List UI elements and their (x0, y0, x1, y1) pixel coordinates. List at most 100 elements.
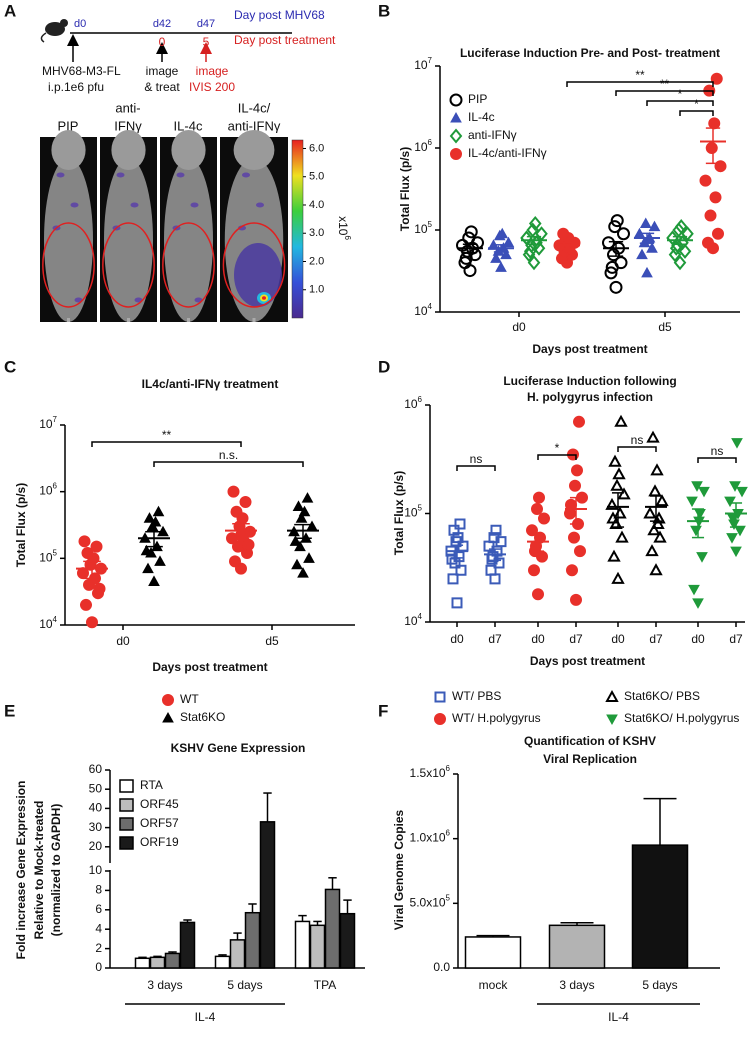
legend-swatch (119, 798, 134, 812)
data-point (655, 494, 669, 507)
legend-marker (434, 713, 446, 725)
roi (102, 222, 155, 308)
legend-marker (449, 93, 463, 107)
data-point (726, 533, 738, 544)
data-point (298, 505, 311, 517)
colorbar-tick-label: 5.0 (309, 171, 324, 183)
tick-base: 1.5x10 (410, 766, 446, 780)
data-point (669, 240, 683, 256)
x-tick-label: d0 (691, 632, 705, 646)
bar (214, 955, 231, 969)
data-point (496, 227, 509, 239)
x-tick-label: d7 (488, 632, 502, 646)
data-point (148, 575, 160, 586)
y-axis-label: Relative to Mock-treated (32, 801, 46, 940)
x-tick-label: d0 (611, 632, 625, 646)
legend-label: WT (180, 692, 199, 706)
tick-exp: 5 (418, 504, 423, 513)
significance-bracket (615, 90, 714, 96)
mouse-body (43, 158, 94, 322)
signal (176, 172, 185, 178)
y-tick-label: 104 (404, 612, 422, 628)
bar (294, 920, 311, 969)
tick-base: 0.0 (433, 960, 450, 974)
y-tick-label: 6 (95, 902, 102, 916)
data-point (729, 481, 741, 492)
data-point (568, 531, 580, 544)
data-point (674, 219, 688, 235)
data-point (643, 506, 657, 519)
tick-base: 5.0x10 (410, 896, 446, 910)
significance-bracket (91, 441, 242, 447)
data-point (646, 430, 660, 443)
tick-exp: 7 (428, 56, 433, 65)
data-point (641, 266, 653, 278)
data-point (242, 538, 255, 551)
signal (242, 172, 250, 178)
y-tick-label: 1.0x106 (410, 829, 451, 845)
significance-label: * (694, 97, 699, 111)
significance-bracket (679, 110, 714, 116)
mouse-image (100, 130, 157, 322)
tick-base: 10 (39, 551, 53, 565)
tick-base: 10 (39, 484, 53, 498)
panel-letter: D (378, 357, 390, 376)
x-tick-label: 3 days (147, 978, 182, 992)
data-point (651, 516, 665, 530)
x-tick-label: d7 (569, 632, 583, 646)
data-point (295, 512, 308, 523)
data-point (731, 438, 743, 449)
colorbar-tick-label: 2.0 (309, 255, 324, 267)
data-point (495, 261, 507, 272)
data-point (702, 236, 714, 249)
mouse-image (220, 130, 288, 322)
bar (631, 844, 689, 969)
y-axis-label: Total Flux (p/s) (392, 471, 406, 555)
column-label: anti-IFNγ (228, 118, 281, 133)
data-point (301, 492, 314, 503)
colorbar (291, 139, 304, 319)
data-point (686, 496, 698, 508)
data-point (688, 584, 700, 596)
legend-marker (162, 711, 174, 723)
y-tick-label: 106 (404, 395, 422, 411)
significance-label: ns (631, 433, 644, 447)
mouse-head (111, 130, 146, 170)
data-point (608, 220, 622, 234)
data-point (645, 544, 659, 557)
mouse-body (103, 158, 154, 322)
legend-marker (450, 148, 462, 160)
x-tick-label: TPA (314, 978, 336, 992)
data-point (678, 243, 692, 259)
data-point (673, 255, 687, 271)
data-point (736, 486, 748, 498)
data-point (523, 243, 537, 259)
signal (190, 202, 199, 208)
data-point (538, 512, 550, 525)
data-point (653, 530, 667, 543)
panel-letter: A (4, 1, 16, 20)
colorbar-tick-label: 3.0 (309, 227, 324, 239)
significance-bracket (456, 465, 496, 471)
data-point (292, 500, 305, 511)
timeline-label: 5 (203, 35, 210, 49)
data-point (699, 174, 712, 187)
tick-base: 10 (404, 506, 418, 520)
data-point (500, 248, 512, 260)
bar (244, 911, 261, 969)
mouse-head (233, 130, 275, 170)
data-point (456, 238, 469, 252)
data-point (612, 467, 626, 480)
data-point (294, 540, 306, 552)
mouse-head (51, 130, 86, 170)
y-axis-label: Total Flux (p/s) (398, 147, 412, 231)
roi (162, 222, 215, 308)
timeline-label: d0 (74, 18, 86, 30)
data-point (78, 535, 91, 548)
y-tick-label: 60 (89, 762, 103, 776)
y-tick-label: 50 (89, 781, 103, 795)
y-tick-label: 105 (414, 220, 432, 236)
unit-exp: 6 (343, 235, 352, 240)
bar (324, 888, 341, 969)
data-point (610, 214, 624, 228)
